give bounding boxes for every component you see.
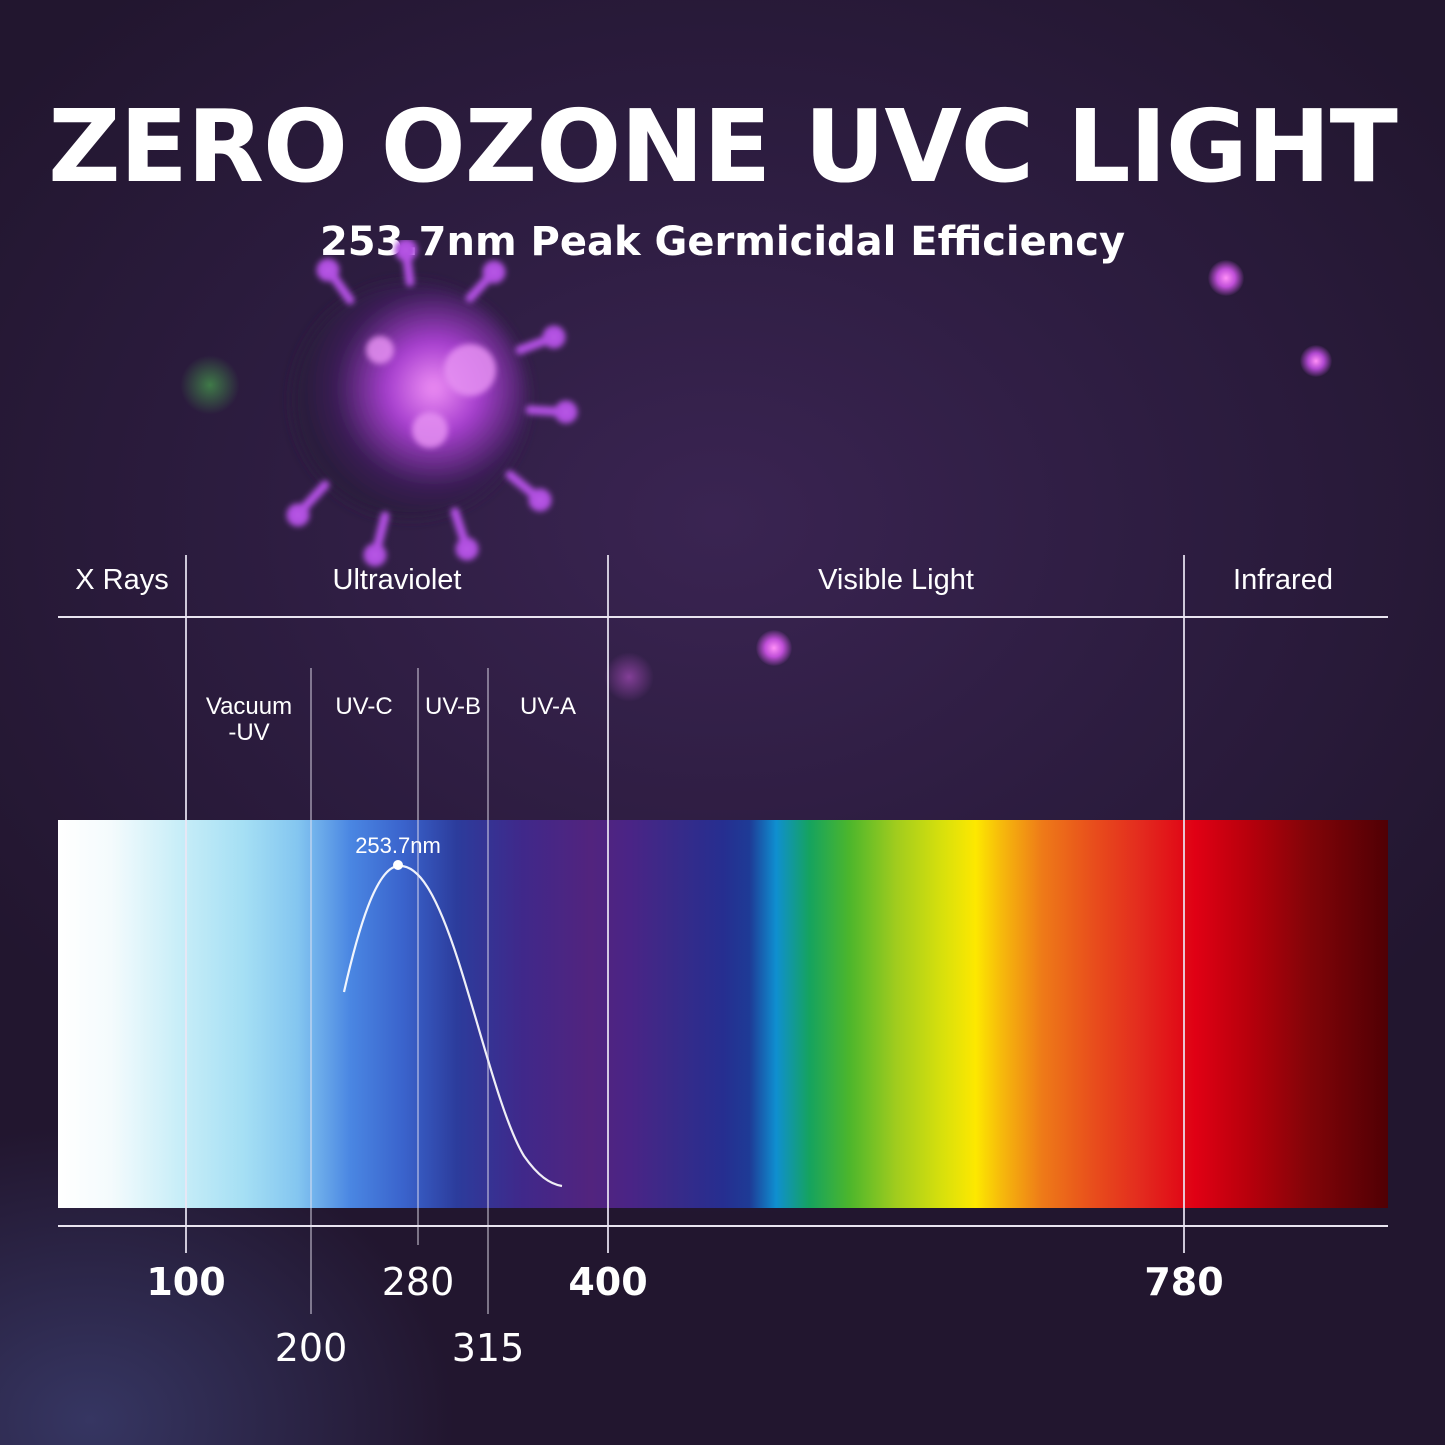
peak-label: 253.7nm	[355, 833, 441, 858]
axis-line	[58, 1225, 1388, 1227]
tick-label-400: 400	[568, 1260, 648, 1304]
boundary-line-280	[417, 668, 419, 1245]
region-infrared: Infrared	[1233, 564, 1333, 596]
band-vacuum-uv: Vacuum -UV	[190, 694, 308, 746]
glow-spot	[756, 630, 792, 666]
region-divider-line	[58, 616, 1388, 618]
band-uv-a: UV-A	[519, 693, 576, 720]
band-uv-c: UV-C	[335, 693, 393, 720]
virus-illustration	[286, 240, 578, 567]
germicidal-curve	[342, 860, 563, 1188]
tick-label-200: 200	[274, 1326, 348, 1370]
band-vacuum-uv-line2: -UV	[228, 719, 270, 746]
efficiency-curve-line	[342, 864, 563, 1188]
tick-label-780: 780	[1144, 1260, 1224, 1304]
tick-label-100: 100	[146, 1260, 226, 1304]
glow-spot	[1300, 345, 1332, 377]
peak-point	[393, 860, 403, 870]
region-x-rays: X Rays	[75, 564, 169, 596]
glow-spot	[604, 652, 654, 702]
boundary-line-400	[607, 555, 609, 1253]
band-uv-b: UV-B	[424, 693, 481, 720]
tick-label-315: 315	[451, 1326, 525, 1370]
region-visible-light: Visible Light	[818, 564, 974, 596]
glow-spot	[180, 355, 240, 415]
band-vacuum-uv-line1: Vacuum	[205, 693, 293, 720]
glow-spot	[1208, 260, 1244, 296]
boundary-line-315	[487, 668, 489, 1314]
page-title: ZERO OZONE UVC LIGHT	[48, 88, 1398, 205]
boundary-line-100	[185, 555, 187, 1253]
region-ultraviolet: Ultraviolet	[332, 564, 462, 596]
boundary-line-200	[310, 668, 312, 1314]
spectrum-bar	[58, 820, 1388, 1208]
tick-label-280: 280	[381, 1260, 455, 1304]
boundary-line-780	[1183, 555, 1185, 1253]
page-subtitle: 253.7nm Peak Germicidal Efficiency	[319, 219, 1126, 265]
